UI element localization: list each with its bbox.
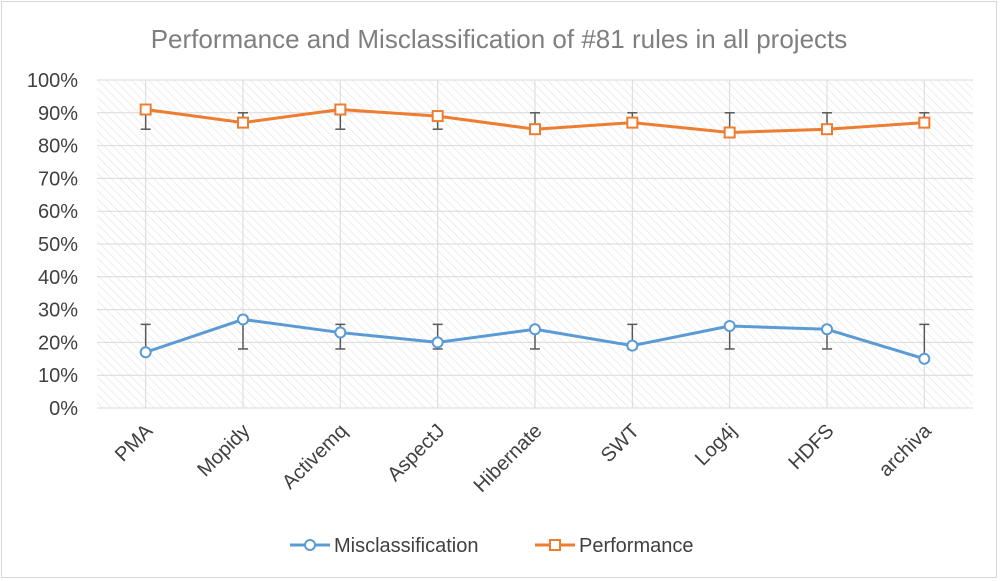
x-tick-label: SWT [597, 420, 644, 467]
y-tick-label: 0% [49, 398, 78, 420]
x-tick-label: HDFS [784, 420, 838, 474]
y-tick-label: 60% [38, 201, 78, 223]
legend-label-performance: Performance [579, 535, 694, 557]
series-layer [139, 103, 931, 365]
data-point-misclassification[interactable] [334, 326, 347, 339]
y-tick-label: 80% [38, 136, 78, 158]
x-tick-label: Activemq [278, 420, 352, 494]
y-tick-label: 100% [27, 70, 78, 92]
data-point-misclassification[interactable] [237, 313, 249, 326]
data-point-misclassification[interactable] [529, 323, 541, 336]
data-point-performance[interactable] [723, 126, 736, 139]
data-point-misclassification[interactable] [723, 320, 736, 332]
data-point-misclassification[interactable] [139, 346, 152, 359]
x-tick-label: Log4j [691, 420, 741, 470]
x-tick-label: archiva [875, 419, 937, 481]
x-tick-label: Mopidy [193, 420, 254, 481]
chart-title: Performance and Misclassification of #81… [151, 24, 848, 54]
legend: Misclassification Performance [290, 535, 694, 557]
y-tick-label: 50% [38, 234, 78, 256]
data-point-performance[interactable] [529, 123, 541, 136]
x-tick-label: AspectJ [383, 420, 449, 486]
x-axis-ticks: PMA Mopidy Activemq AspectJ Hibernate SWT Log4… [111, 419, 936, 496]
data-point-performance[interactable] [237, 116, 249, 129]
data-point-performance[interactable] [918, 116, 931, 129]
y-axis-ticks: 0% 10% 20% 30% 40% 50% 60% 70% 80% 90% 100% [27, 70, 78, 420]
data-point-performance[interactable] [334, 103, 347, 116]
x-tick-label: PMA [111, 420, 158, 467]
data-point-performance[interactable] [821, 123, 833, 136]
y-tick-label: 70% [38, 168, 78, 190]
legend-marker-performance [549, 539, 561, 551]
legend-marker-misclassification [304, 539, 316, 551]
x-tick-label: Hibernate [470, 420, 547, 497]
data-point-misclassification[interactable] [626, 339, 639, 352]
data-point-performance[interactable] [431, 110, 444, 123]
data-point-misclassification[interactable] [821, 323, 833, 336]
data-point-performance[interactable] [626, 116, 639, 129]
y-tick-label: 10% [38, 365, 78, 387]
y-tick-label: 40% [38, 267, 78, 289]
legend-item-performance[interactable]: Performance [535, 535, 694, 557]
legend-item-misclassification[interactable]: Misclassification [290, 535, 478, 557]
data-point-performance[interactable] [139, 103, 152, 116]
data-point-misclassification[interactable] [918, 352, 931, 365]
legend-label-misclassification: Misclassification [334, 535, 478, 557]
y-tick-label: 90% [38, 103, 78, 125]
data-point-misclassification[interactable] [431, 336, 444, 349]
y-tick-label: 30% [38, 300, 78, 322]
y-tick-label: 20% [38, 332, 78, 354]
